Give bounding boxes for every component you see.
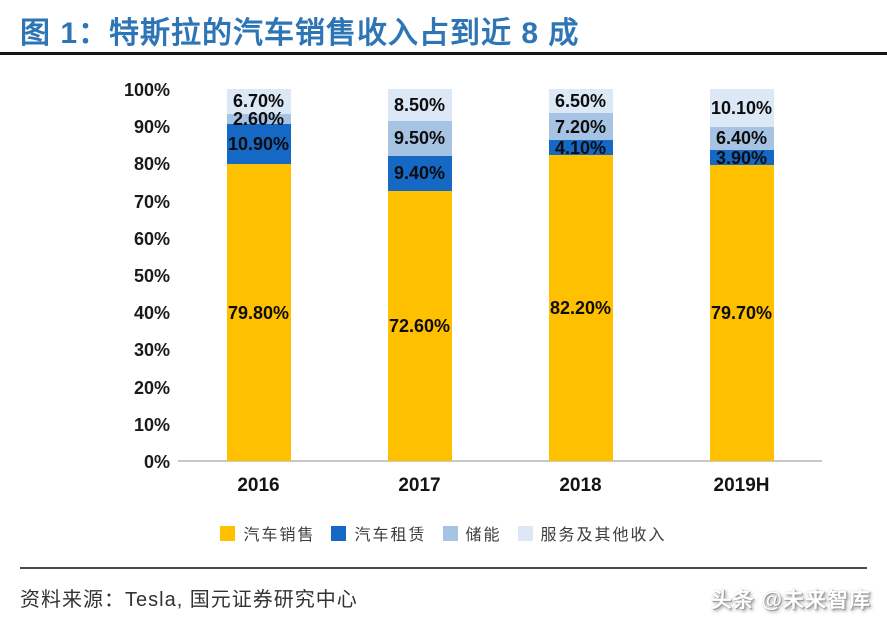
data-label-储能: 9.50% (393, 128, 446, 149)
legend-swatch-icon (331, 525, 347, 541)
bar-2016: 79.80% 10.90% 2.60% 6.70% 2016 (226, 89, 291, 496)
legend-item-服务及其他收入: 服务及其他收入 (517, 521, 667, 545)
y-axis-tick-30%: 30% (133, 340, 170, 361)
y-axis-tick-90%: 90% (133, 117, 170, 138)
data-label-储能: 2.60% (232, 108, 285, 129)
x-axis-label-2017: 2017 (398, 475, 441, 496)
bar-segment-汽车销售 (709, 164, 774, 461)
bar-2017: 72.60% 9.40% 9.50% 8.50% 2017 (387, 89, 452, 496)
bar-segment-汽车销售 (226, 164, 291, 461)
data-label-汽车租赁: 3.90% (715, 147, 768, 168)
bar-segment-汽车销售 (387, 190, 452, 461)
bar-segment-储能 (548, 113, 613, 140)
bar-segment-储能 (709, 126, 774, 151)
y-axis-tick-60%: 60% (133, 228, 170, 249)
bar-segment-服务及其他收入 (226, 89, 291, 114)
y-axis-tick-70%: 70% (133, 191, 170, 212)
data-label-服务及其他收入: 6.50% (554, 91, 607, 112)
bar-segment-汽车租赁 (226, 123, 291, 165)
figure-title: 图 1：特斯拉的汽车销售收入占到近 8 成 (20, 17, 580, 50)
data-label-汽车销售: 82.20% (549, 298, 612, 319)
bar-segment-汽车租赁 (548, 139, 613, 156)
bar-segment-汽车租赁 (387, 155, 452, 191)
legend-label: 汽车销售 (243, 527, 316, 544)
bar-segment-汽车销售 (548, 155, 613, 461)
x-axis-label-2019H: 2019H (713, 475, 770, 496)
legend-swatch-icon (517, 525, 533, 541)
y-axis-tick-80%: 80% (133, 154, 170, 175)
legend-label: 储能 (465, 527, 502, 544)
x-axis-line (178, 460, 822, 462)
x-axis-label-2016: 2016 (237, 475, 280, 496)
data-label-服务及其他收入: 8.50% (393, 94, 446, 115)
source-text: 资料来源：Tesla, 国元证券研究中心 (20, 589, 358, 611)
data-label-储能: 6.40% (715, 128, 768, 149)
y-axis-tick-40%: 40% (133, 303, 170, 324)
bar-segment-储能 (226, 113, 291, 124)
data-label-汽车租赁: 4.10% (554, 137, 607, 158)
y-axis-tick-100%: 100% (123, 80, 170, 100)
legend-swatch-icon (442, 525, 458, 541)
legend-item-汽车销售: 汽车销售 (220, 521, 315, 545)
data-label-服务及其他收入: 6.70% (232, 91, 285, 112)
bar-segment-服务及其他收入 (548, 89, 613, 114)
bar-segment-服务及其他收入 (387, 89, 452, 121)
bar-segment-服务及其他收入 (709, 89, 774, 127)
footer-divider-line (20, 567, 867, 569)
y-axis-tick-20%: 20% (133, 377, 170, 398)
data-label-汽车销售: 79.80% (227, 302, 290, 323)
legend-item-储能: 储能 (442, 521, 502, 545)
bar-2018: 82.20% 4.10% 7.20% 6.50% 2018 (548, 89, 613, 496)
legend-label: 服务及其他收入 (540, 527, 667, 544)
legend-swatch-icon (220, 525, 236, 541)
y-axis-tick-0%: 0% (143, 452, 170, 472)
data-label-服务及其他收入: 10.10% (710, 97, 773, 118)
plot-area: 79.80% 10.90% 2.60% 6.70% 2016 72.60% 9.40% 9.5… (178, 89, 822, 496)
data-label-储能: 7.20% (554, 116, 607, 137)
bar-2019H: 79.70% 3.90% 6.40% 10.10% 2019H (709, 89, 774, 496)
legend-item-汽车租赁: 汽车租赁 (331, 521, 426, 545)
x-axis-label-2018: 2018 (559, 475, 602, 496)
y-axis-tick-10%: 10% (133, 414, 170, 435)
bar-segment-储能 (387, 120, 452, 156)
data-label-汽车租赁: 10.90% (227, 133, 290, 154)
data-label-汽车租赁: 9.40% (393, 163, 446, 184)
bar-segment-汽车租赁 (709, 150, 774, 165)
data-label-汽车销售: 79.70% (710, 302, 773, 323)
legend-label: 汽车租赁 (354, 527, 427, 544)
watermark-text: 头条 @未来智库 (710, 589, 871, 612)
data-label-汽车销售: 72.60% (388, 315, 451, 336)
legend: 汽车销售 汽车租赁 储能 服务及其他收入 (0, 521, 887, 545)
title-divider-line (0, 52, 887, 55)
y-axis-tick-50%: 50% (133, 266, 170, 286)
